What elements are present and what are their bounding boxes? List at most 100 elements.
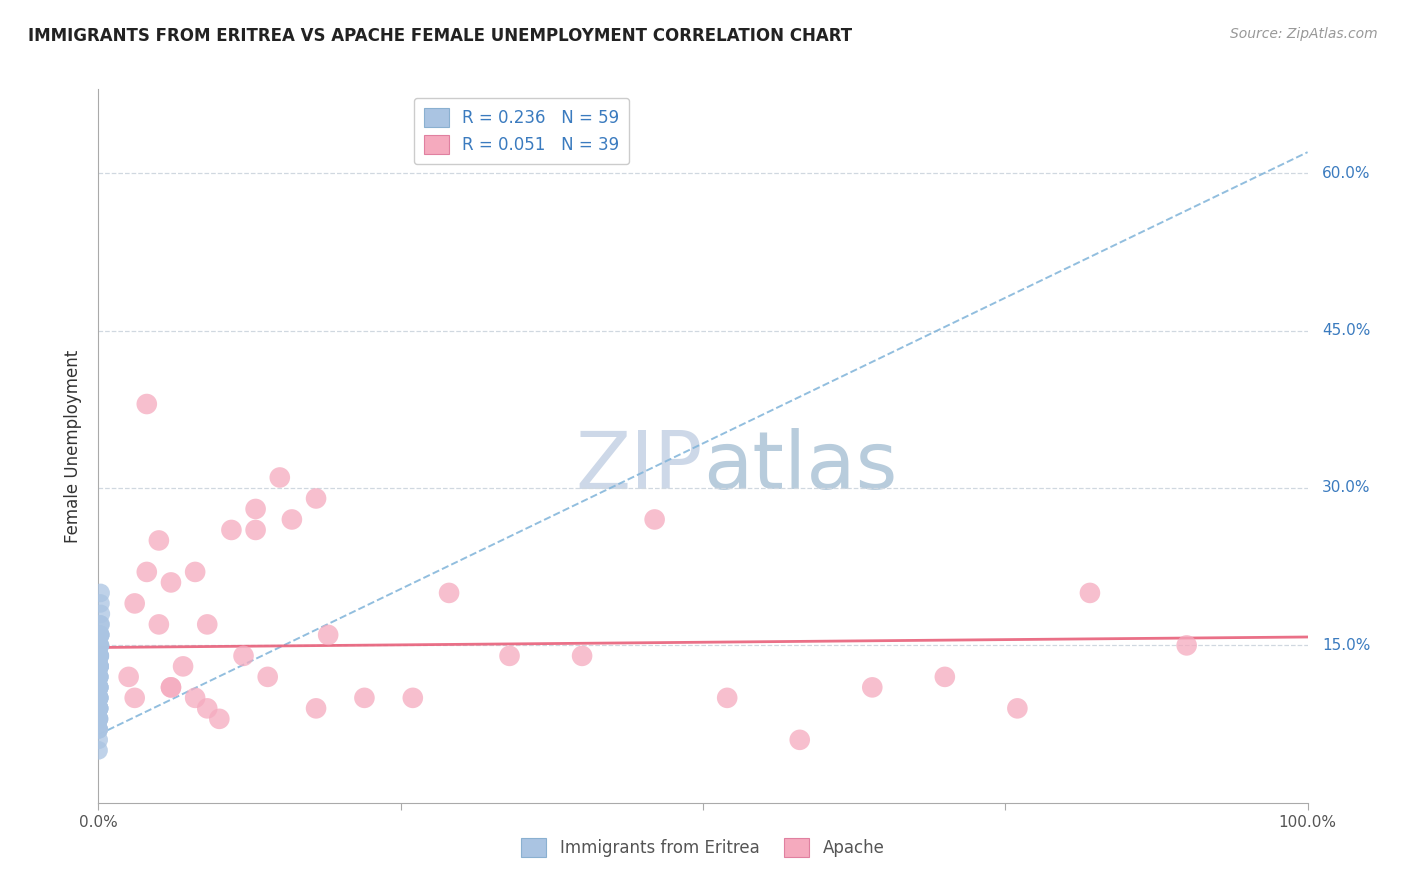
Point bbox=[90, 607, 112, 621]
Point bbox=[160, 681, 183, 695]
Point bbox=[87, 670, 110, 684]
Point bbox=[87, 701, 110, 715]
Point bbox=[87, 648, 110, 663]
Point bbox=[87, 701, 110, 715]
Point bbox=[87, 701, 110, 715]
Point bbox=[160, 681, 183, 695]
Point bbox=[89, 628, 111, 642]
Point bbox=[118, 670, 141, 684]
Point bbox=[89, 659, 111, 673]
Point bbox=[221, 523, 243, 537]
Point bbox=[172, 659, 194, 673]
Point bbox=[498, 648, 520, 663]
Point bbox=[89, 681, 111, 695]
Point bbox=[305, 491, 328, 506]
Point bbox=[87, 690, 110, 705]
Point bbox=[402, 690, 425, 705]
Point bbox=[148, 617, 170, 632]
Point bbox=[87, 690, 110, 705]
Point bbox=[1175, 639, 1198, 653]
Point bbox=[87, 701, 110, 715]
Point bbox=[89, 659, 111, 673]
Point bbox=[281, 512, 304, 526]
Point bbox=[195, 701, 218, 715]
Point bbox=[316, 628, 339, 642]
Point bbox=[1007, 701, 1029, 715]
Point bbox=[1078, 586, 1101, 600]
Point bbox=[87, 681, 110, 695]
Point bbox=[89, 659, 111, 673]
Point bbox=[89, 639, 111, 653]
Text: 30.0%: 30.0% bbox=[1322, 481, 1371, 495]
Point bbox=[87, 712, 110, 726]
Point bbox=[89, 596, 111, 610]
Point bbox=[89, 648, 111, 663]
Point bbox=[89, 639, 111, 653]
Point bbox=[89, 628, 111, 642]
Text: IMMIGRANTS FROM ERITREA VS APACHE FEMALE UNEMPLOYMENT CORRELATION CHART: IMMIGRANTS FROM ERITREA VS APACHE FEMALE… bbox=[28, 27, 852, 45]
Point bbox=[87, 743, 110, 757]
Point bbox=[89, 690, 111, 705]
Point bbox=[195, 617, 218, 632]
Text: 15.0%: 15.0% bbox=[1322, 638, 1371, 653]
Point bbox=[571, 648, 593, 663]
Point bbox=[87, 712, 110, 726]
Point bbox=[245, 523, 267, 537]
Point bbox=[87, 690, 110, 705]
Point bbox=[87, 723, 110, 737]
Point bbox=[89, 659, 111, 673]
Text: 60.0%: 60.0% bbox=[1322, 166, 1371, 181]
Point bbox=[89, 628, 111, 642]
Point bbox=[90, 586, 112, 600]
Point bbox=[256, 670, 278, 684]
Point bbox=[184, 690, 207, 705]
Point bbox=[89, 690, 111, 705]
Point bbox=[87, 712, 110, 726]
Point bbox=[232, 648, 254, 663]
Point bbox=[87, 681, 110, 695]
Point bbox=[437, 586, 460, 600]
Point bbox=[89, 670, 111, 684]
Point bbox=[644, 512, 666, 526]
Point bbox=[87, 701, 110, 715]
Y-axis label: Female Unemployment: Female Unemployment bbox=[65, 350, 83, 542]
Point bbox=[87, 670, 110, 684]
Point bbox=[89, 659, 111, 673]
Point bbox=[135, 397, 157, 411]
Point bbox=[89, 648, 111, 663]
Point bbox=[89, 670, 111, 684]
Point bbox=[89, 701, 111, 715]
Point bbox=[89, 690, 111, 705]
Point bbox=[208, 712, 231, 726]
Point bbox=[87, 712, 110, 726]
Point bbox=[184, 565, 207, 579]
Point bbox=[87, 681, 110, 695]
Point bbox=[148, 533, 170, 548]
Point bbox=[89, 648, 111, 663]
Point bbox=[934, 670, 956, 684]
Point bbox=[89, 681, 111, 695]
Text: Source: ZipAtlas.com: Source: ZipAtlas.com bbox=[1230, 27, 1378, 41]
Point bbox=[87, 681, 110, 695]
Point bbox=[89, 628, 111, 642]
Point bbox=[353, 690, 375, 705]
Point bbox=[135, 565, 157, 579]
Point bbox=[87, 639, 110, 653]
Point bbox=[89, 639, 111, 653]
Point bbox=[789, 732, 811, 747]
Text: ZIP: ZIP bbox=[575, 428, 703, 507]
Point bbox=[87, 723, 110, 737]
Legend: Immigrants from Eritrea, Apache: Immigrants from Eritrea, Apache bbox=[513, 830, 893, 866]
Point bbox=[305, 701, 328, 715]
Point bbox=[160, 575, 183, 590]
Point bbox=[245, 502, 267, 516]
Point bbox=[87, 732, 110, 747]
Point bbox=[860, 681, 883, 695]
Point bbox=[87, 701, 110, 715]
Point bbox=[124, 596, 146, 610]
Point bbox=[87, 690, 110, 705]
Point bbox=[89, 617, 111, 632]
Point bbox=[87, 723, 110, 737]
Point bbox=[89, 648, 111, 663]
Point bbox=[90, 617, 112, 632]
